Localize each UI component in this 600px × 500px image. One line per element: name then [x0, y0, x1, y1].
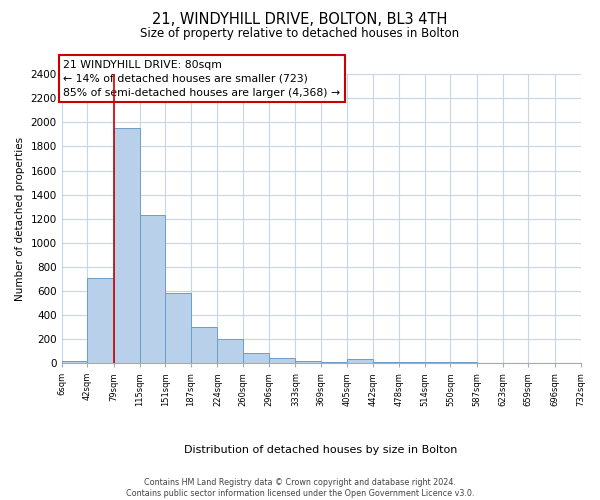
Bar: [165, 294, 191, 363]
Bar: [347, 360, 373, 363]
Bar: [114, 128, 140, 363]
Bar: [399, 362, 425, 363]
Bar: [269, 358, 295, 363]
Bar: [88, 278, 114, 363]
Bar: [295, 360, 321, 363]
Bar: [62, 362, 88, 363]
Bar: [243, 354, 269, 363]
Text: 21 WINDYHILL DRIVE: 80sqm
← 14% of detached houses are smaller (723)
85% of semi: 21 WINDYHILL DRIVE: 80sqm ← 14% of detac…: [63, 60, 340, 98]
Bar: [321, 362, 347, 363]
Text: Contains HM Land Registry data © Crown copyright and database right 2024.
Contai: Contains HM Land Registry data © Crown c…: [126, 478, 474, 498]
Bar: [191, 327, 217, 363]
Bar: [140, 215, 165, 363]
Bar: [451, 362, 477, 363]
X-axis label: Distribution of detached houses by size in Bolton: Distribution of detached houses by size …: [184, 445, 458, 455]
Y-axis label: Number of detached properties: Number of detached properties: [15, 136, 25, 300]
Text: 21, WINDYHILL DRIVE, BOLTON, BL3 4TH: 21, WINDYHILL DRIVE, BOLTON, BL3 4TH: [152, 12, 448, 28]
Text: Size of property relative to detached houses in Bolton: Size of property relative to detached ho…: [140, 28, 460, 40]
Bar: [373, 362, 399, 363]
Bar: [217, 339, 243, 363]
Bar: [425, 362, 451, 363]
